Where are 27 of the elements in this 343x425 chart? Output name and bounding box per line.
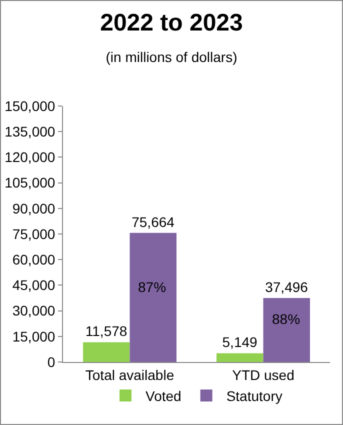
- y-tick-label: 0: [47, 354, 56, 370]
- y-tick-label: 45,000: [12, 277, 56, 294]
- bar: [130, 232, 176, 362]
- y-tick-label: 90,000: [12, 200, 56, 216]
- data-label: 37,496: [265, 279, 308, 296]
- y-tick-label: 120,000: [4, 149, 56, 166]
- y-tick-label: 105,000: [4, 174, 56, 191]
- y-tick-label: 135,000: [4, 124, 56, 140]
- y-tick-label: 75,000: [12, 226, 56, 242]
- data-label: 11,578: [85, 323, 128, 340]
- y-tick-label: 15,000: [12, 328, 56, 344]
- legend-label: Voted: [146, 388, 182, 404]
- x-tick-label: YTD used: [232, 366, 294, 383]
- x-tick-label: Total available: [85, 366, 174, 383]
- data-label: 5,149: [222, 334, 258, 350]
- chart-subtitle: (in millions of dollars): [106, 48, 238, 65]
- bar: [83, 342, 130, 362]
- annotation: 87%: [138, 279, 166, 295]
- y-tick-label: 150,000: [4, 98, 56, 114]
- legend-label: Statutory: [226, 388, 282, 404]
- data-label: 75,664: [132, 214, 175, 230]
- annotation: 88%: [272, 311, 300, 327]
- chart-title: 2022 to 2023: [100, 10, 243, 37]
- y-tick-label: 30,000: [12, 302, 56, 319]
- bar: [216, 353, 264, 362]
- y-tick-label: 60,000: [12, 252, 56, 268]
- bar: [263, 298, 310, 362]
